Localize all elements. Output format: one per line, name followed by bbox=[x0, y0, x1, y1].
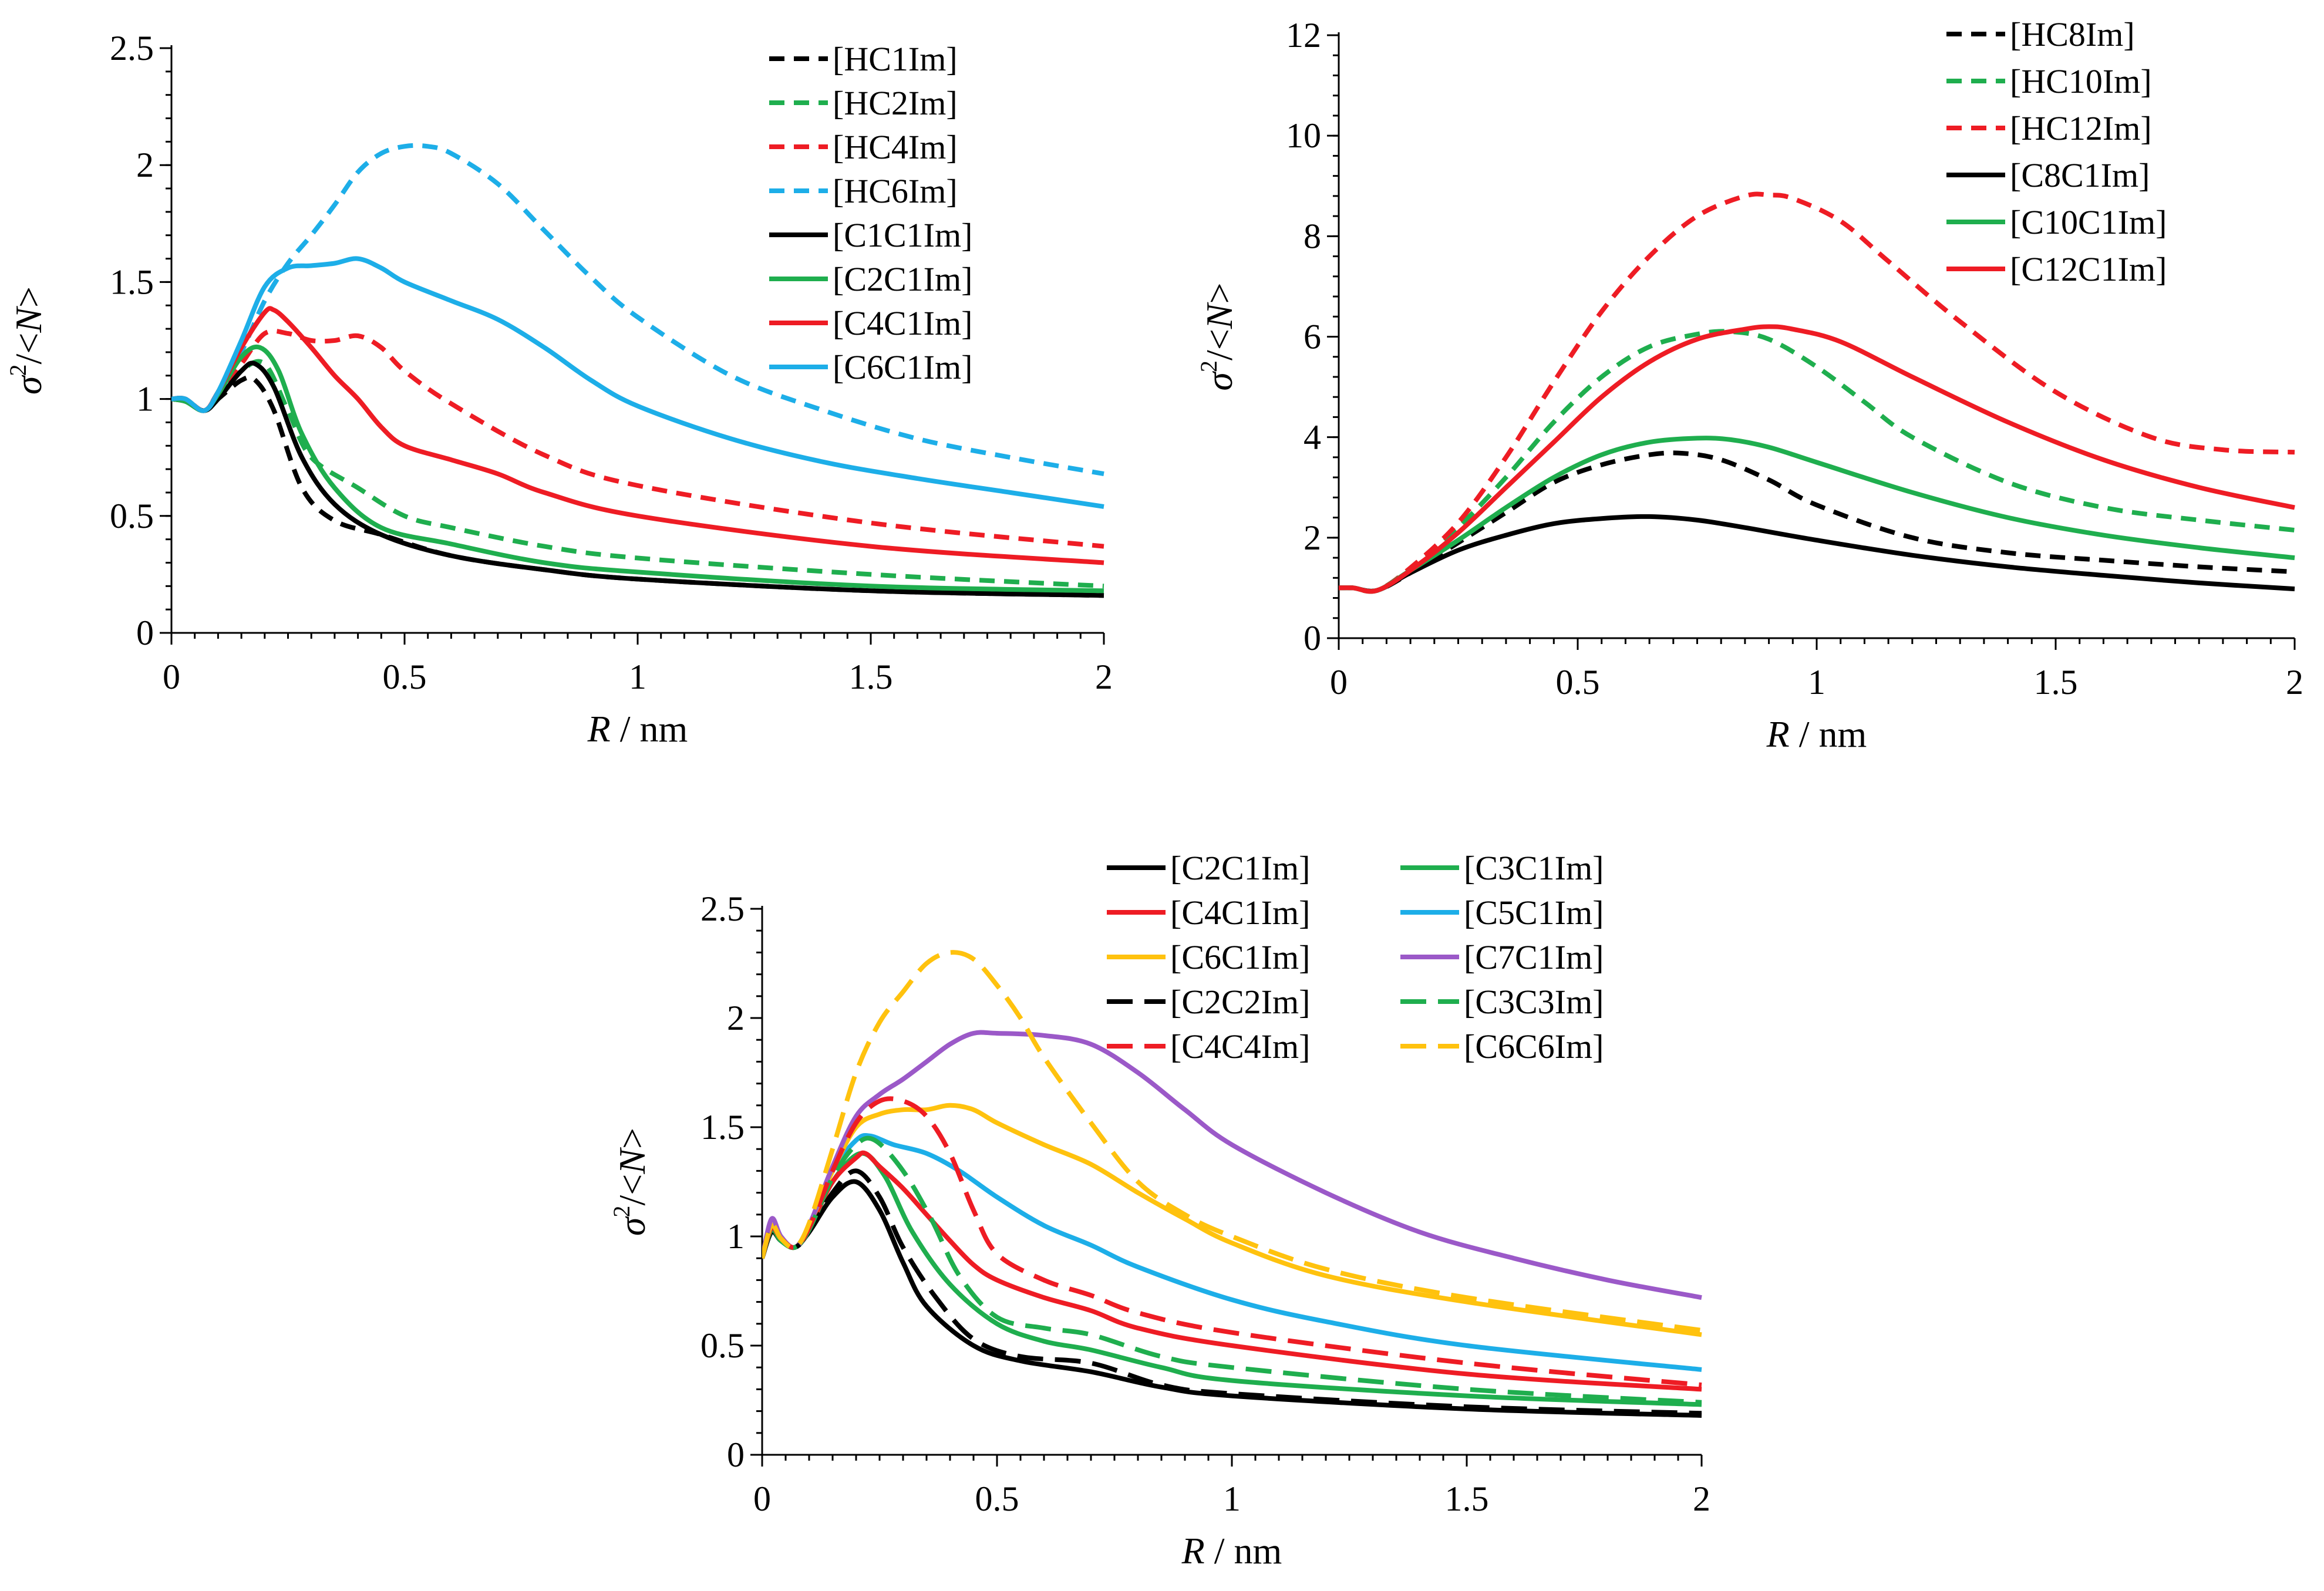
legend-label: [HC8Im] bbox=[2010, 15, 2135, 53]
x-tick-label: 0 bbox=[163, 658, 180, 696]
x-tick-label: 0 bbox=[753, 1479, 771, 1518]
x-tick-label: 2 bbox=[1693, 1479, 1710, 1518]
legend-label: [HC1Im] bbox=[833, 40, 958, 78]
y-tick-label: 1.5 bbox=[700, 1108, 745, 1147]
legend-label: [C4C1Im] bbox=[833, 304, 972, 342]
y-tick-label: 12 bbox=[1286, 16, 1321, 55]
legend-label: [C6C1Im] bbox=[1170, 938, 1310, 976]
legend-label: [C2C2Im] bbox=[1170, 983, 1310, 1021]
chart-panel-top-right: 0 2 4 6 8 10 12 0 0.5 1 1.5 2 R / nm σ2/<N> [HC8Im] [HC… bbox=[1195, 15, 2303, 755]
series-line-hc12im bbox=[1339, 191, 2295, 594]
x-axis-label: R / nm bbox=[1766, 713, 1867, 755]
legend-label: [C7C1Im] bbox=[1464, 938, 1604, 976]
x-axis-label: R / nm bbox=[587, 708, 688, 750]
series-line-c4c1im bbox=[171, 306, 1104, 565]
legend-label: [C5C1Im] bbox=[1464, 894, 1604, 932]
y-tick-label: 2.5 bbox=[110, 29, 154, 68]
y-tick-label: 1.5 bbox=[110, 262, 154, 301]
legend-label: [C4C4Im] bbox=[1170, 1027, 1310, 1066]
x-tick-label: 2 bbox=[1095, 658, 1113, 696]
legend-label: [HC6Im] bbox=[833, 172, 958, 210]
y-axis-label: σ2/<N> bbox=[1195, 282, 1240, 390]
y-tick-label: 1 bbox=[727, 1217, 745, 1256]
legend-label: [HC12Im] bbox=[2010, 109, 2152, 147]
y-tick-label: 2.5 bbox=[700, 889, 745, 928]
legend-label: [C2C1Im] bbox=[833, 260, 972, 298]
series-line-c8c1im bbox=[1339, 514, 2295, 594]
x-tick-label: 1 bbox=[1808, 663, 1825, 702]
y-tick-label: 0 bbox=[1304, 619, 1321, 658]
legend-label: [HC10Im] bbox=[2010, 62, 2152, 100]
x-tick-label: 1.5 bbox=[849, 658, 893, 696]
y-tick-label: 4 bbox=[1304, 418, 1321, 457]
y-tick-label: 6 bbox=[1304, 318, 1321, 356]
legend-label: [C1C1Im] bbox=[833, 216, 972, 254]
legend-label: [C6C1Im] bbox=[833, 348, 972, 386]
y-axis-label: σ2/<N> bbox=[5, 286, 49, 395]
x-tick-label: 1.5 bbox=[1445, 1479, 1489, 1518]
legend-label: [C4C1Im] bbox=[1170, 894, 1310, 932]
x-axis-label: R / nm bbox=[1181, 1530, 1282, 1572]
y-tick-label: 1 bbox=[136, 380, 154, 419]
series-line-c6c1im bbox=[171, 256, 1104, 509]
y-tick-label: 8 bbox=[1304, 217, 1321, 255]
series-line-c1c1im bbox=[171, 360, 1104, 598]
x-tick-label: 0.5 bbox=[1556, 663, 1600, 702]
legend-label: [HC2Im] bbox=[833, 84, 958, 122]
y-tick-label: 0 bbox=[136, 614, 154, 652]
y-tick-label: 0.5 bbox=[700, 1326, 745, 1365]
legend-label: [C6C6Im] bbox=[1464, 1027, 1604, 1066]
legend-label: [C2C1Im] bbox=[1170, 849, 1310, 887]
legend-label: [C3C1Im] bbox=[1464, 849, 1604, 887]
legend-label: [C10C1Im] bbox=[2010, 203, 2167, 241]
chart-panel-bottom: 0 0.5 1 1.5 2 2.5 0 0.5 1 1.5 2 R / nm σ2/<N> [C2C1Im… bbox=[608, 849, 1710, 1572]
x-tick-label: 1 bbox=[1223, 1479, 1241, 1518]
series-line-c2c2im bbox=[762, 1168, 1702, 1416]
legend-label: [C8C1Im] bbox=[2010, 156, 2150, 194]
y-tick-label: 0 bbox=[727, 1435, 745, 1474]
y-tick-label: 2 bbox=[1304, 518, 1321, 557]
x-tick-label: 0 bbox=[1330, 663, 1348, 702]
chart-panel-top-left: 0 0.5 1 1.5 2 2.5 0 0.5 1 1.5 2 R / nm σ2/<N> [HC1Im]… bbox=[5, 29, 1113, 750]
legend-label: [C3C3Im] bbox=[1464, 983, 1604, 1021]
series-line-c6c6im bbox=[762, 950, 1702, 1333]
series-line-hc8im bbox=[1339, 450, 2295, 594]
x-tick-label: 1 bbox=[629, 658, 646, 696]
series-line-c12c1im bbox=[1339, 324, 2295, 594]
y-tick-label: 10 bbox=[1286, 116, 1321, 155]
y-tick-label: 2 bbox=[727, 999, 745, 1037]
legend-label: [C12C1Im] bbox=[2010, 250, 2167, 288]
x-tick-label: 2 bbox=[2286, 663, 2303, 702]
legend-label: [HC4Im] bbox=[833, 128, 958, 166]
x-tick-label: 1.5 bbox=[2034, 663, 2078, 702]
x-tick-label: 0.5 bbox=[975, 1479, 1019, 1518]
series-line-c10c1im bbox=[1339, 436, 2295, 594]
y-tick-label: 2 bbox=[136, 146, 154, 184]
y-axis-label: σ2/<N> bbox=[608, 1128, 653, 1236]
x-tick-label: 0.5 bbox=[383, 658, 427, 696]
series-line-hc4im bbox=[171, 328, 1104, 549]
y-tick-label: 0.5 bbox=[110, 497, 154, 535]
